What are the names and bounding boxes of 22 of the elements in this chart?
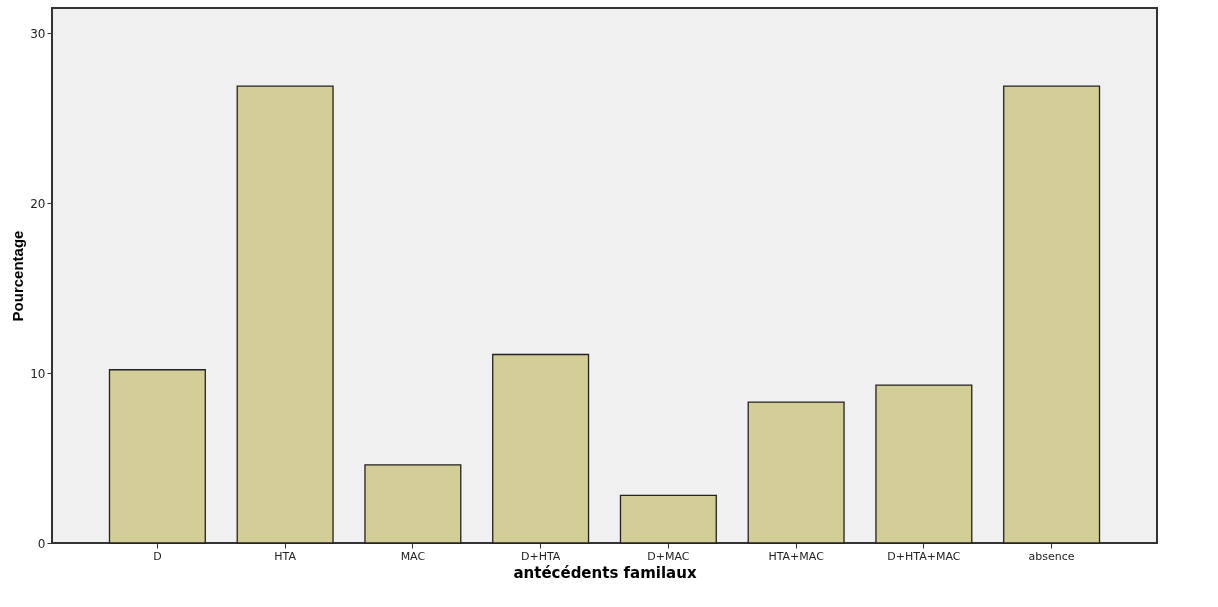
y-tick-label: 10 xyxy=(30,366,46,381)
x-tick-label: MAC xyxy=(400,549,426,563)
x-tick-label: D+HTA xyxy=(520,549,561,563)
bar xyxy=(236,85,334,544)
bar xyxy=(619,494,717,544)
y-axis-title: Pourcentage xyxy=(9,230,27,322)
bar xyxy=(1003,85,1101,544)
bar xyxy=(747,401,845,544)
bar xyxy=(875,384,973,544)
y-tick-label: 0 xyxy=(37,536,46,551)
x-tick-label: D+MAC xyxy=(647,549,690,563)
y-tick-label: 20 xyxy=(30,196,46,211)
x-tick-label: HTA+MAC xyxy=(768,549,825,563)
x-tick-label: D+HTA+MAC xyxy=(887,549,961,563)
x-axis-title: antécédents familaux xyxy=(513,563,697,582)
bar xyxy=(364,464,462,544)
x-tick-label: D xyxy=(153,549,162,563)
y-tick-label: 30 xyxy=(30,26,46,41)
x-tick-label: absence xyxy=(1028,549,1075,563)
bar xyxy=(108,369,206,544)
bar xyxy=(492,353,590,544)
x-tick-label: HTA xyxy=(274,549,297,563)
